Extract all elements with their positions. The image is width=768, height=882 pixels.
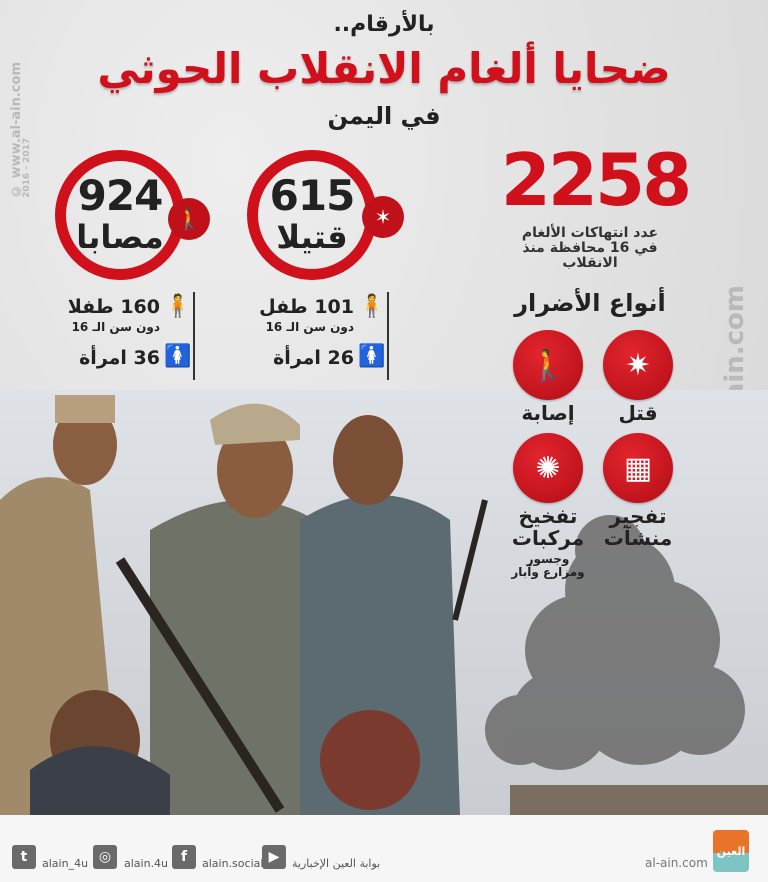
killed-women: 26 امرأة bbox=[273, 347, 354, 369]
injured-number: 924 bbox=[77, 171, 164, 220]
injured-children: 160 طفلا bbox=[67, 296, 160, 318]
logo-text: العين bbox=[716, 844, 746, 858]
facebook-handle[interactable]: alain.social bbox=[202, 857, 264, 870]
killed-number: 615 bbox=[269, 171, 356, 220]
violations-description: عدد انتهاكات الألغام في 16 محافظة منذ ال… bbox=[500, 226, 680, 271]
description-line: الانقلاب bbox=[562, 255, 618, 271]
killed-children: 101 طفل bbox=[259, 296, 354, 318]
injured-label: مصابا bbox=[76, 218, 164, 256]
twitter-icon[interactable]: t bbox=[12, 845, 36, 869]
site-url[interactable]: al-ain.com bbox=[645, 856, 708, 870]
damage-type-label: قتل bbox=[618, 401, 658, 425]
footer: t alain_4u ◎ alain.4u f alain.social ▶ ب… bbox=[0, 815, 768, 882]
damage-type-label: إصابة bbox=[521, 401, 575, 425]
child-icon: 🧍 bbox=[358, 294, 386, 319]
men-silhouettes bbox=[0, 395, 488, 815]
falling-person-icon: ✶ bbox=[362, 196, 404, 238]
woman-icon: 🚺 bbox=[358, 344, 386, 369]
youtube-icon[interactable]: ▶ bbox=[262, 845, 286, 869]
falling-person-explosion-icon: ✷ bbox=[603, 330, 673, 400]
page-title: ضحايا ألغام الانقلاب الحوثي bbox=[97, 44, 671, 93]
damage-types-title: أنواع الأضرار bbox=[514, 289, 666, 317]
facebook-icon[interactable]: f bbox=[172, 845, 196, 869]
damage-type-note: وجسور ومزارع وآبار bbox=[511, 552, 585, 579]
injured-women: 36 امرأة bbox=[79, 347, 160, 369]
building-explosion-icon: ▦ bbox=[603, 433, 673, 503]
killed-children-note: دون سن الـ 16 bbox=[265, 320, 354, 334]
twitter-handle[interactable]: alain_4u bbox=[42, 857, 89, 870]
instagram-handle[interactable]: alain.4u bbox=[124, 857, 169, 870]
damage-type-label: تفجير منشآت bbox=[603, 504, 673, 550]
child-icon: 🧍 bbox=[164, 294, 192, 319]
instagram-icon[interactable]: ◎ bbox=[93, 845, 117, 869]
title-kicker: بالأرقام.. bbox=[333, 12, 435, 37]
description-line: في 16 محافظة منذ bbox=[522, 240, 658, 256]
injured-count-ring: 924 مصابا bbox=[55, 150, 185, 280]
killed-count-ring: 615 قتيلا bbox=[247, 150, 377, 280]
youtube-channel[interactable]: بوابة العين الإخبارية bbox=[292, 857, 381, 870]
injured-person-icon: 🚶 bbox=[513, 330, 583, 400]
damage-type-label: تفخيخ مركبات bbox=[511, 504, 585, 550]
description-line: عدد انتهاكات الألغام bbox=[521, 225, 659, 241]
violations-number: 2258 bbox=[500, 138, 692, 222]
landmine-explosion-icon: ✺ bbox=[513, 433, 583, 503]
woman-icon: 🚺 bbox=[164, 344, 192, 369]
smoke-cloud bbox=[485, 515, 745, 770]
injured-children-note: دون سن الـ 16 bbox=[71, 320, 160, 334]
injured-person-icon: 🚶 bbox=[168, 198, 210, 240]
bracket-divider bbox=[387, 292, 393, 380]
al-ain-logo[interactable]: العين bbox=[713, 830, 749, 872]
page-subtitle: في اليمن bbox=[327, 102, 441, 130]
bracket-divider bbox=[193, 292, 199, 380]
killed-label: قتيلا bbox=[276, 218, 348, 256]
